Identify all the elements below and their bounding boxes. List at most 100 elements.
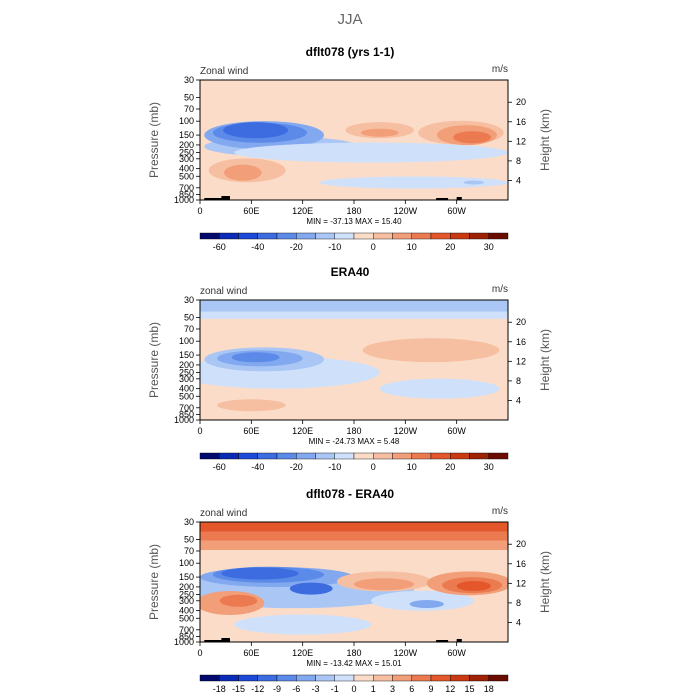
contour-region	[360, 128, 399, 137]
y-tick-label: 300	[179, 596, 194, 606]
y-tick-label: 1000	[174, 637, 194, 647]
x-tick-label: 120E	[292, 648, 313, 658]
colorbar-swatch	[315, 674, 335, 682]
colorbar-tick-label: -9	[273, 684, 281, 694]
colorbar-tick-label: 0	[371, 242, 376, 252]
y-tick-label: 500	[179, 391, 194, 401]
y-tick-label: 300	[179, 374, 194, 384]
colorbar-swatch	[219, 232, 239, 240]
colorbar-tick-label: -10	[328, 242, 341, 252]
x-tick-label: 0	[197, 426, 202, 436]
x-tick-label: 180	[346, 426, 361, 436]
contour-field	[200, 522, 508, 642]
y-tick-label: 200	[179, 140, 194, 150]
chart-title: dflt078 (yrs 1-1)	[306, 45, 395, 59]
colorbar-tick-label: -10	[328, 462, 341, 472]
colorbar-swatch	[353, 452, 374, 460]
colorbar-tick-label: 9	[428, 684, 433, 694]
colorbar-swatch	[373, 232, 393, 240]
contour-band	[200, 540, 508, 551]
colorbar-swatch	[392, 232, 412, 240]
chart-title: ERA40	[331, 265, 370, 279]
field-label: Zonal wind	[200, 66, 248, 77]
colorbar-swatch	[238, 232, 258, 240]
height-tick-label: 4	[516, 395, 521, 405]
y-tick-label: 300	[179, 154, 194, 164]
y-tick-label: 30	[184, 75, 194, 85]
y-tick-label: 200	[179, 360, 194, 370]
y-tick-label: 70	[184, 324, 194, 334]
contour-field	[200, 80, 508, 200]
contour-region	[456, 581, 491, 592]
contour-region	[223, 122, 289, 139]
colorbar-tick-label: -6	[292, 684, 300, 694]
y-tick-label: 70	[184, 546, 194, 556]
chart-title: dflt078 - ERA40	[306, 487, 394, 501]
contour-region	[289, 582, 333, 595]
contour-region	[379, 378, 500, 399]
y-tick-label: 250	[179, 590, 194, 600]
y-tick-label: 500	[179, 613, 194, 623]
y-tick-label: 50	[184, 92, 194, 102]
height-tick-label: 8	[516, 598, 521, 608]
x-tick-label: 120E	[292, 426, 313, 436]
contour-field	[200, 300, 508, 420]
min-max-stats: MIN = -37.13 MAX = 15.40	[306, 217, 402, 226]
colorbar-swatch	[276, 452, 297, 460]
y-tick-label: 100	[179, 558, 194, 568]
contour-region	[231, 352, 280, 363]
topography-mask	[221, 196, 230, 200]
y-axis-right-label: Height (km)	[538, 329, 552, 391]
y-tick-label: 30	[184, 517, 194, 527]
height-tick-label: 12	[516, 578, 526, 588]
x-tick-label: 0	[197, 206, 202, 216]
contour-band	[200, 311, 508, 319]
colorbar-tick-label: -15	[232, 684, 245, 694]
chart-panel-1: dflt078 (yrs 1-1)Zonal wind m/s3050701001…	[147, 45, 552, 252]
units-label: m/s	[492, 506, 508, 517]
y-tick-label: 700	[179, 625, 194, 635]
y-tick-label: 400	[179, 606, 194, 616]
colorbar-tick-label: 18	[484, 684, 494, 694]
colorbar-tick-label: 30	[484, 462, 494, 472]
colorbar-swatch	[219, 452, 239, 460]
colorbar-tick-label: 30	[484, 242, 494, 252]
colorbar-swatch	[430, 232, 451, 240]
colorbar-swatch	[199, 232, 220, 240]
y-tick-label: 250	[179, 368, 194, 378]
y-tick-label: 850	[179, 409, 194, 419]
x-tick-label: 60W	[447, 648, 466, 658]
colorbar-tick-label: -18	[213, 684, 226, 694]
contour-region	[223, 164, 262, 181]
colorbar-tick-label: 10	[407, 242, 417, 252]
contour-region	[234, 614, 372, 635]
x-tick-label: 60W	[447, 426, 466, 436]
y-tick-label: 850	[179, 189, 194, 199]
colorbar-swatch	[296, 232, 316, 240]
y-tick-label: 70	[184, 104, 194, 114]
x-tick-label: 60W	[447, 206, 466, 216]
colorbar-swatch	[373, 674, 393, 682]
x-tick-label: 120W	[394, 426, 418, 436]
y-tick-label: 30	[184, 295, 194, 305]
colorbar-swatch	[411, 232, 432, 240]
topography-mask	[456, 197, 462, 200]
y-axis-label: Pressure (mb)	[147, 322, 161, 398]
colorbar-tick-label: -40	[251, 242, 264, 252]
colorbar-swatch	[488, 452, 509, 460]
colorbar-swatch	[488, 674, 509, 682]
height-tick-label: 16	[516, 337, 526, 347]
height-tick-label: 12	[516, 136, 526, 146]
colorbar-swatch	[353, 674, 374, 682]
x-tick-label: 60E	[243, 426, 259, 436]
colorbar-tick-label: -1	[331, 684, 339, 694]
colorbar-swatch	[392, 674, 412, 682]
field-label: zonal wind	[200, 286, 247, 297]
page-title: JJA	[337, 11, 362, 28]
x-tick-label: 180	[346, 648, 361, 658]
height-tick-label: 16	[516, 559, 526, 569]
y-tick-label: 250	[179, 148, 194, 158]
contour-region	[409, 600, 444, 609]
y-tick-label: 400	[179, 164, 194, 174]
colorbar-tick-label: 12	[445, 684, 455, 694]
